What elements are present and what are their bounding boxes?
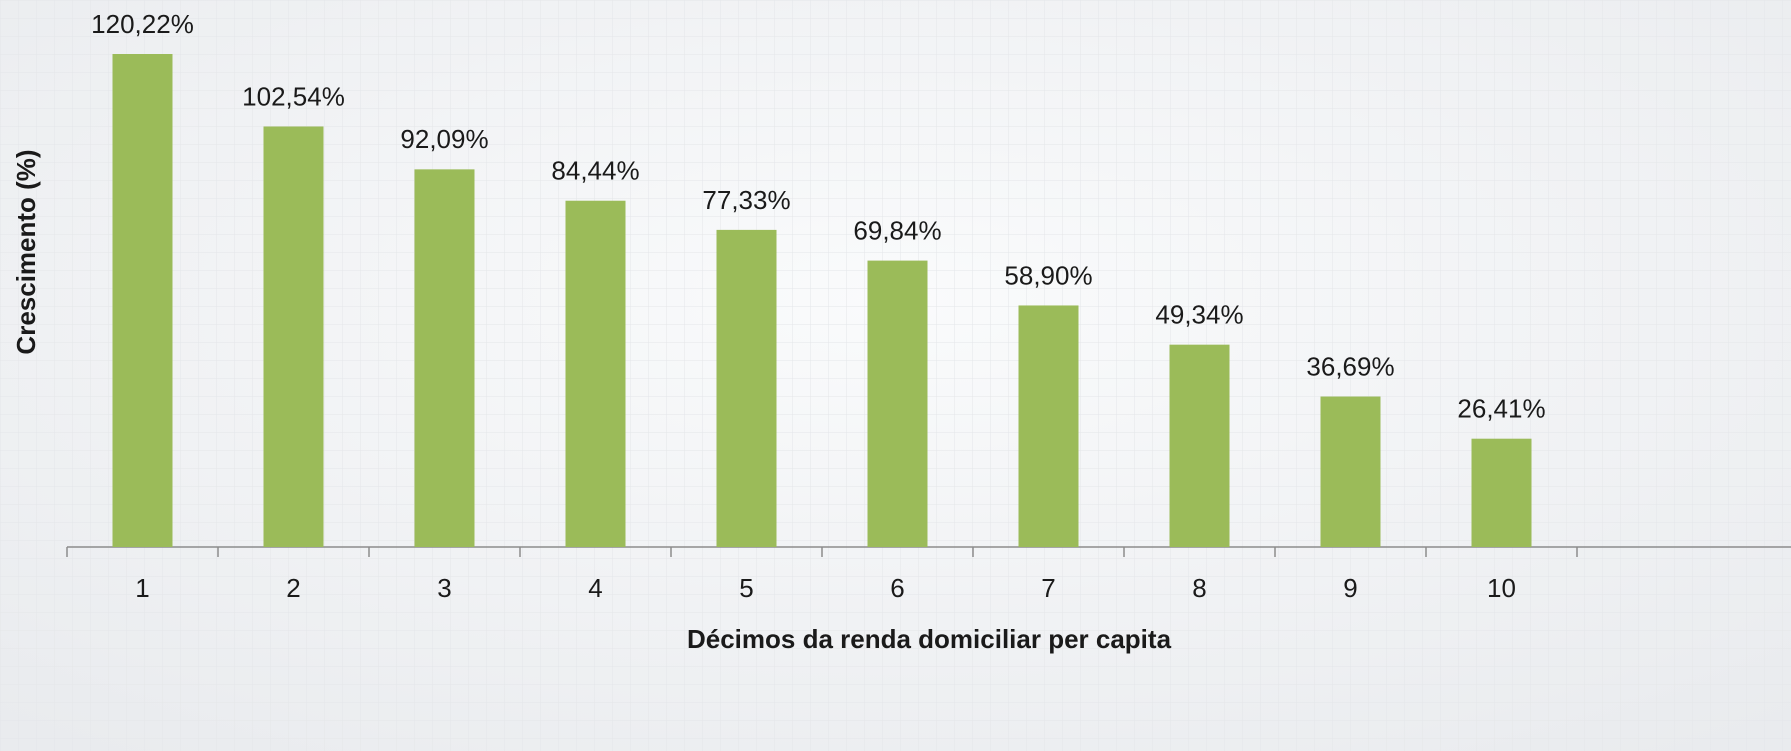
bar	[112, 54, 173, 547]
y-axis-title: Crescimento (%)	[11, 149, 41, 354]
bar	[565, 200, 626, 547]
bar	[867, 260, 928, 547]
x-tick-label: 6	[890, 573, 904, 603]
x-tick-label: 7	[1041, 573, 1055, 603]
data-label: 77,33%	[702, 185, 790, 215]
data-label: 84,44%	[551, 156, 639, 186]
data-label: 92,09%	[400, 124, 488, 154]
data-label: 69,84%	[853, 215, 941, 245]
bar	[1018, 305, 1079, 547]
x-tick-label: 9	[1343, 573, 1357, 603]
bar	[1320, 396, 1381, 547]
x-tick-label: 4	[588, 573, 602, 603]
data-label: 58,90%	[1004, 260, 1092, 290]
bar	[1471, 438, 1532, 547]
data-label: 26,41%	[1457, 394, 1545, 424]
bar	[414, 169, 475, 547]
data-label: 102,54%	[242, 81, 345, 111]
bar	[716, 229, 777, 547]
data-label: 120,22%	[91, 9, 194, 39]
x-tick-label: 1	[135, 573, 149, 603]
x-tick-label: 3	[437, 573, 451, 603]
x-tick-label: 5	[739, 573, 753, 603]
data-label: 49,34%	[1155, 300, 1243, 330]
bar	[1169, 344, 1230, 547]
bar	[263, 126, 324, 547]
x-tick-label: 2	[286, 573, 300, 603]
data-label: 36,69%	[1306, 351, 1394, 381]
x-axis-title: Décimos da renda domiciliar per capita	[687, 624, 1172, 654]
x-tick-label: 10	[1487, 573, 1516, 603]
x-tick-label: 8	[1192, 573, 1206, 603]
